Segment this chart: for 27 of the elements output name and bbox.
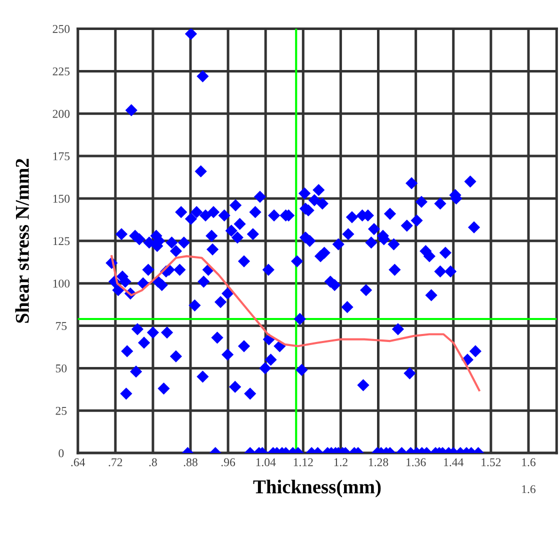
text: 1.6 xyxy=(522,485,536,494)
y-axis-title: Shear stress N/mm2 xyxy=(15,158,29,323)
x-tick-label: .64 xyxy=(71,458,86,466)
x-tick-label: 1.52 xyxy=(482,458,501,466)
x-axis-title: Thickness(mm) xyxy=(253,480,381,498)
y-tick-label: 225 xyxy=(52,67,70,76)
x-tick-label: 1.2 xyxy=(334,458,348,466)
x-tick-label: .72 xyxy=(108,458,122,466)
x-tick-label: 1.12 xyxy=(294,458,313,466)
y-tick-label: 175 xyxy=(53,152,70,160)
x-tick-label: 1.36 xyxy=(406,458,426,466)
x-tick-label: 1.28 xyxy=(368,458,388,466)
y-tick-label: 75 xyxy=(56,322,67,330)
y-tick-label: 25 xyxy=(56,406,67,415)
x-tick-label: .88 xyxy=(184,458,198,466)
x-tick-label: 1.6 xyxy=(522,458,536,466)
x-tick-label: 1.44 xyxy=(444,458,464,466)
x-tick-label: .96 xyxy=(221,458,236,466)
x-tick-label: 1.04 xyxy=(256,458,276,466)
y-tick-label: 250 xyxy=(52,25,70,33)
y-tick-label: 200 xyxy=(52,110,70,118)
y-tick-label: 0 xyxy=(58,449,64,458)
y-tick-label: 100 xyxy=(53,280,70,288)
x-tick-label: .8 xyxy=(149,458,157,466)
y-tick-label: 150 xyxy=(53,194,70,203)
y-tick-label: 50 xyxy=(56,364,67,372)
y-tick-label: 125 xyxy=(53,237,70,246)
